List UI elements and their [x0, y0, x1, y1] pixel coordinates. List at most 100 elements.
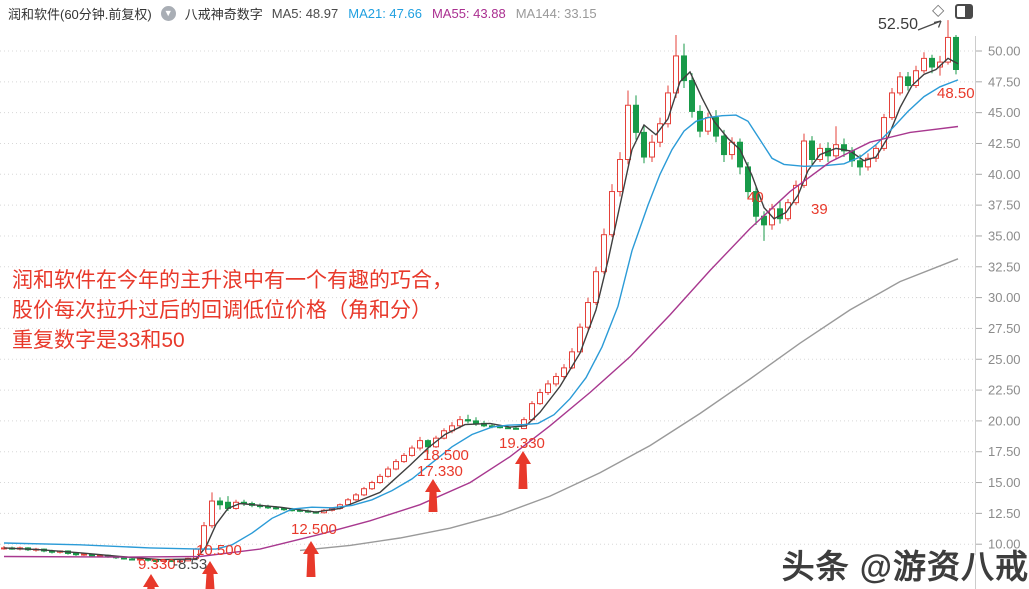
axis-tick-label: 35.00: [988, 228, 1021, 243]
chart-header: 润和软件(60分钟.前复权) ▼ 八戒神奇数字 MA5: 48.97 MA21: …: [8, 4, 597, 23]
axis-tick-label: 15.00: [988, 475, 1021, 490]
toolbar-icons: ◇: [932, 2, 974, 19]
axis-tick-label: 12.50: [988, 506, 1021, 521]
candle-body: [753, 191, 759, 217]
candle-body: [689, 80, 695, 112]
peak-pointer-arrowhead: [933, 20, 942, 24]
axis-tick-label: 27.50: [988, 321, 1021, 336]
ma-line-ma144: [299, 258, 959, 552]
candle-body: [393, 461, 399, 470]
candle-body: [833, 144, 839, 157]
candle-body: [529, 403, 535, 421]
candle-body: [73, 552, 79, 556]
candle-body: [945, 36, 951, 63]
ma-indicator-row: MA5: 48.97 MA21: 47.66 MA55: 43.88 MA144: 3…: [272, 6, 597, 21]
candle-body: [137, 558, 143, 561]
panel-toggle-icon[interactable]: [955, 3, 974, 19]
ma-indicator: MA5: 48.97: [271, 6, 339, 21]
ma-line-ma55: [3, 125, 959, 558]
axis-tick-label: 22.50: [988, 383, 1021, 398]
candle-body: [121, 557, 127, 560]
candle-body: [473, 420, 479, 424]
candle-body: [953, 36, 959, 70]
ma-line-ma5: [3, 57, 959, 561]
candle-body: [369, 482, 375, 490]
annotation-line: 股价每次拉升过后的回调低位价格（角和分）: [12, 299, 432, 322]
up-arrow: [425, 479, 441, 512]
axis-tick-label: 20.00: [988, 413, 1021, 428]
candle-body: [361, 488, 367, 496]
candle-body: [913, 70, 919, 87]
candle-body: [561, 367, 567, 378]
ma-line-ma21: [3, 79, 959, 550]
candle-body: [161, 559, 167, 562]
axis-tick-label: 10.00: [988, 537, 1021, 552]
peak-pointer-arrowhead: [937, 20, 942, 28]
candle-body: [641, 131, 647, 158]
candle-body: [465, 419, 471, 422]
candle-body: [897, 76, 903, 94]
candle-body: [617, 159, 623, 193]
candle-body: [905, 76, 911, 87]
candle-body: [665, 92, 671, 125]
diamond-icon: ◇: [932, 2, 945, 19]
candle-body: [217, 500, 223, 506]
axis-tick-label: 17.50: [988, 444, 1021, 459]
candle-body: [609, 191, 615, 236]
axis-tick-label: 37.50: [988, 198, 1021, 213]
chevron-down-icon[interactable]: ▼: [160, 6, 176, 21]
candle-body: [705, 117, 711, 132]
candle-body: [401, 454, 407, 463]
y-axis: 50.00 47.50 45.00 42.50 40.00 37.50 35.00 32.50…: [975, 36, 1021, 589]
candle-body: [681, 55, 687, 82]
ma-indicator: MA55: 43.88: [431, 6, 506, 21]
candle-body: [881, 117, 887, 149]
candle-body: [153, 559, 159, 562]
axis-tick-label: 42.50: [988, 136, 1021, 151]
candle-body: [601, 234, 607, 273]
analyst-annotation: 润和软件在今年的主升浪中有一个有趣的巧合， 股价每次拉升过后的回调低位价格（角和…: [12, 266, 453, 356]
candle-body: [929, 57, 935, 68]
arrow-annotations: [143, 20, 942, 589]
annotation-line: 重复数字是33和50: [12, 329, 185, 352]
candle-body: [129, 558, 135, 561]
candle-body: [545, 383, 551, 394]
axis-tick-label: 47.50: [988, 74, 1021, 89]
candle-body: [425, 440, 431, 448]
candle-body: [409, 447, 415, 456]
candle-body: [377, 475, 383, 484]
candle-body: [513, 427, 519, 430]
candle-body: [177, 560, 183, 563]
annotation-line: 润和软件在今年的主升浪中有一个有趣的巧合，: [12, 269, 453, 292]
candle-body: [585, 302, 591, 328]
candle-body: [353, 494, 359, 501]
up-arrow: [515, 451, 531, 489]
candle-body: [921, 57, 927, 72]
candle-body: [537, 392, 543, 405]
axis-tick-label: 50.00: [988, 44, 1021, 59]
tool-label: 八戒神奇数字: [184, 7, 263, 22]
candle-body: [457, 419, 463, 427]
axis-tick-label: 45.00: [988, 105, 1021, 120]
ma-lines-layer: [3, 57, 959, 561]
candle-body: [625, 104, 631, 161]
axis-tick-label: 30.00: [988, 290, 1021, 305]
candle-body: [865, 157, 871, 168]
candle-body: [649, 141, 655, 158]
up-arrow: [143, 574, 159, 589]
candle-body: [417, 440, 423, 449]
candle-body: [809, 140, 815, 161]
candle-body: [801, 140, 807, 186]
candle-body: [841, 144, 847, 152]
candle-body: [553, 376, 559, 385]
watermark: 头条 @游资八戒: [781, 548, 1029, 585]
candle-body: [633, 104, 639, 133]
axis-tick-label: 40.00: [988, 167, 1021, 182]
candle-body: [937, 61, 943, 68]
candle-body: [857, 160, 863, 168]
candle-body: [209, 500, 215, 527]
candle-body: [569, 351, 575, 369]
candle-body: [385, 468, 391, 477]
axis-tick-label: 25.00: [988, 352, 1021, 367]
